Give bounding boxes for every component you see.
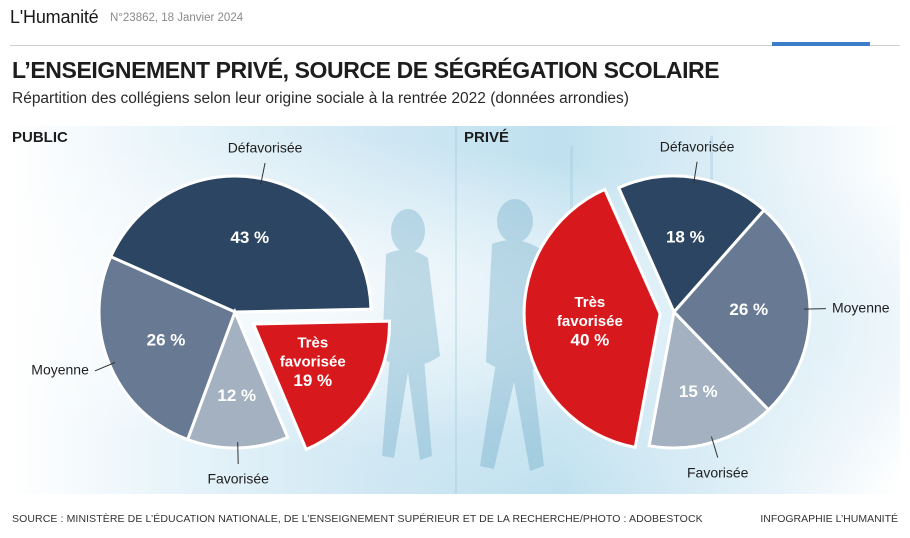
public-label-tres-favorisee-3: 19 % (293, 371, 332, 390)
private-callout-line-favorisee (710, 436, 719, 458)
private-label-tres-favorisee-3: 40 % (570, 330, 609, 349)
private-chart-title: PRIVÉ (464, 129, 510, 146)
public-label-defavorisee: 43 % (230, 228, 269, 247)
private-callout-defavorisee: Défavorisée (660, 138, 735, 154)
public-callout-moyenne: Moyenne (31, 362, 89, 378)
brand-logo[interactable]: L'Humanité (10, 7, 99, 27)
masthead: L'Humanité N°23862, 18 Janvier 2024 (0, 0, 910, 46)
private-callout-line-defavorisee (693, 161, 698, 184)
private-slice-tres-favorisee (522, 187, 662, 450)
public-slice-tres-favorisee (251, 319, 391, 452)
private-pie: 18 % Défavorisée 26 % Moyenne 15 % Favorisée T… (522, 138, 890, 480)
private-label-moyenne: 26 % (729, 300, 768, 319)
public-label-moyenne: 26 % (147, 330, 186, 349)
public-label-tres-favorisee-1: Très (297, 334, 328, 351)
private-label-tres-favorisee-1: Très (574, 294, 605, 311)
infographic-subtitle: Répartition des collégiens selon leur or… (12, 90, 629, 107)
header-divider (10, 45, 900, 46)
header-accent-bar (772, 42, 870, 46)
public-callout-defavorisee: Défavorisée (228, 140, 303, 156)
private-label-tres-favorisee-2: favorisée (557, 313, 623, 330)
private-callout-favorisee: Favorisée (687, 464, 749, 480)
public-label-tres-favorisee-2: favorisée (280, 353, 346, 370)
public-callout-favorisee: Favorisée (207, 471, 269, 487)
chart-area: 43 % Défavorisée Très favorisée 19 % 12 % Favo… (10, 126, 900, 494)
issue-info: N°23862, 18 Janvier 2024 (110, 12, 244, 24)
source-note: SOURCE : MINISTÈRE DE L’ÉDUCATION NATION… (12, 513, 703, 525)
private-callout-moyenne: Moyenne (832, 299, 890, 315)
public-callout-line-moyenne (94, 361, 116, 372)
public-label-favorisee: 12 % (217, 386, 256, 405)
private-label-defavorisee: 18 % (666, 228, 705, 247)
private-label-favorisee: 15 % (679, 382, 718, 401)
public-chart-title: PUBLIC (12, 129, 68, 146)
infographic-title: L’ENSEIGNEMENT PRIVÉ, SOURCE DE SÉGRÉGAT… (12, 57, 720, 83)
public-callout-line-defavorisee (260, 162, 266, 185)
infographic-credit: INFOGRAPHIE L’HUMANITÉ (760, 513, 898, 525)
